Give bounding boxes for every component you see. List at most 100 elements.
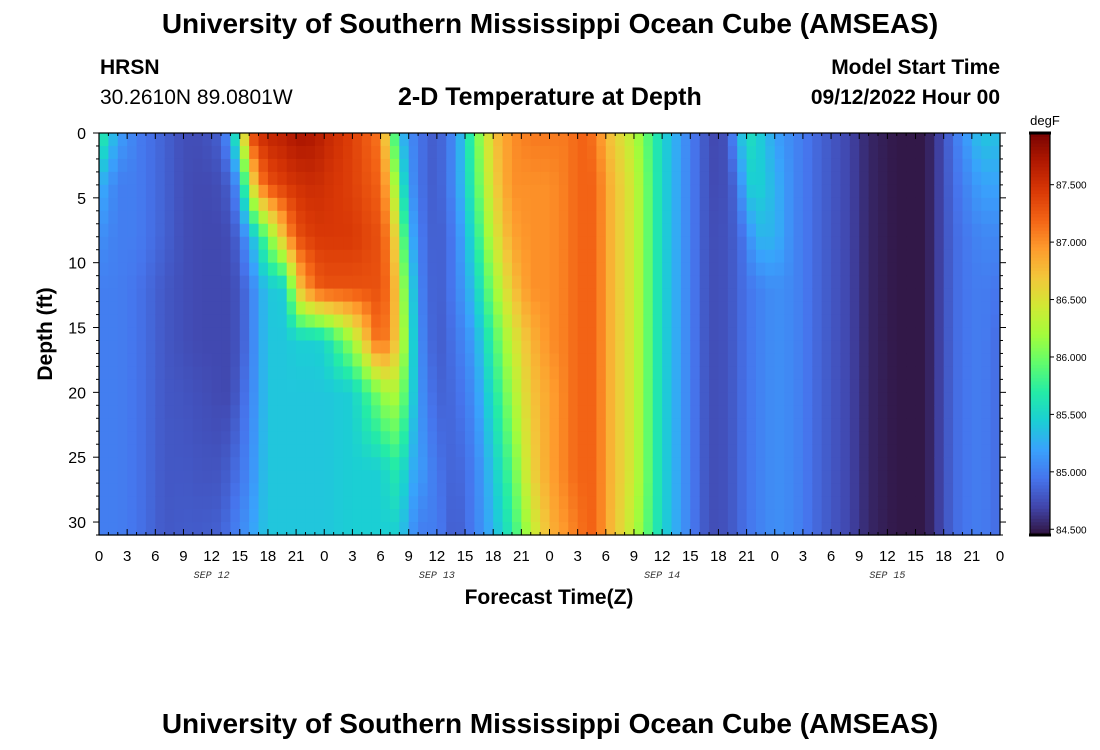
heatmap-cell (662, 483, 673, 497)
heatmap-cell (343, 133, 354, 147)
heatmap-cell (727, 405, 738, 419)
heatmap-cell (605, 184, 616, 199)
heatmap-cell (352, 145, 363, 160)
heatmap-cell (343, 340, 354, 355)
heatmap-cell (418, 340, 429, 355)
heatmap-cell (906, 470, 917, 484)
heatmap-cell (99, 366, 109, 380)
heatmap-cell (981, 431, 992, 445)
heatmap-cell (164, 353, 175, 368)
heatmap-cell (802, 457, 813, 471)
heatmap-cell (549, 262, 560, 277)
heatmap-cell (793, 314, 804, 329)
heatmap-cell (906, 522, 917, 536)
heatmap-cell (521, 184, 532, 199)
heatmap-cell (286, 405, 297, 419)
heatmap-cell (953, 210, 964, 225)
heatmap-cell (680, 275, 691, 290)
heatmap-cell (211, 145, 222, 160)
heatmap-cell (877, 184, 888, 199)
heatmap-cell (483, 210, 494, 225)
heatmap-cell (521, 223, 532, 238)
heatmap-cell (127, 418, 138, 432)
heatmap-cell (521, 314, 532, 329)
heatmap-cell (755, 379, 766, 393)
heatmap-cell (258, 405, 269, 419)
heatmap-cell (981, 496, 992, 510)
heatmap-cell (127, 405, 138, 419)
heatmap-cell (915, 522, 926, 536)
heatmap-cell (202, 314, 213, 329)
heatmap-cell (793, 275, 804, 290)
heatmap-cell (981, 418, 992, 432)
heatmap-cell (953, 418, 964, 432)
heatmap-cell (633, 418, 644, 432)
heatmap-cell (258, 418, 269, 432)
heatmap-cell (596, 327, 607, 342)
heatmap-cell (511, 158, 522, 173)
heatmap-cell (568, 236, 579, 251)
x-tick-label: 15 (231, 548, 248, 565)
heatmap-cell (549, 223, 560, 238)
heatmap-cell (924, 522, 935, 536)
heatmap-cell (962, 262, 973, 277)
heatmap-cell (737, 340, 748, 355)
heatmap-cell (802, 184, 813, 199)
heatmap-cell (530, 444, 541, 458)
heatmap-cell (887, 379, 898, 393)
heatmap-cell (99, 158, 109, 173)
colorbar-segment (1030, 524, 1050, 529)
heatmap-cell (671, 340, 682, 355)
heatmap-cell (549, 301, 560, 316)
heatmap-cell (784, 262, 795, 277)
heatmap-cell (352, 301, 363, 316)
heatmap-cell (981, 327, 992, 342)
heatmap-cell (596, 236, 607, 251)
heatmap-cell (277, 288, 288, 303)
heatmap-cell (314, 353, 325, 368)
colorbar-segment (1030, 189, 1050, 194)
heatmap-cell (343, 275, 354, 290)
heatmap-cell (831, 275, 842, 290)
heatmap-cell (511, 133, 522, 147)
heatmap-cell (333, 171, 344, 186)
heatmap-cell (746, 314, 757, 329)
colorbar-segment (1030, 521, 1050, 526)
heatmap-cell (371, 340, 382, 355)
heatmap-cell (502, 431, 513, 445)
heatmap-cell (849, 288, 860, 303)
heatmap-cell (615, 275, 626, 290)
heatmap-cell (709, 288, 720, 303)
heatmap-cell (314, 288, 325, 303)
heatmap-cell (887, 145, 898, 160)
heatmap-cell (577, 405, 588, 419)
heatmap-cell (418, 457, 429, 471)
heatmap-cell (755, 314, 766, 329)
heatmap-cell (587, 405, 598, 419)
heatmap-cell (511, 210, 522, 225)
heatmap-cell (174, 301, 185, 316)
x-tick-label: 18 (710, 548, 727, 565)
heatmap-cell (192, 379, 203, 393)
heatmap-cell (652, 133, 663, 147)
heatmap-cell (239, 509, 250, 523)
heatmap-cell (624, 171, 635, 186)
heatmap-cell (352, 405, 363, 419)
heatmap-cell (352, 379, 363, 393)
heatmap-cell (511, 444, 522, 458)
heatmap-cell (521, 249, 532, 264)
heatmap-cell (314, 431, 325, 445)
heatmap-cell (465, 133, 476, 147)
heatmap-cell (887, 418, 898, 432)
heatmap-cell (296, 327, 307, 342)
heatmap-cell (164, 392, 175, 406)
heatmap-cell (230, 301, 241, 316)
heatmap-cell (587, 262, 598, 277)
heatmap-cell (709, 353, 720, 368)
heatmap-cell (249, 379, 260, 393)
heatmap-cell (436, 171, 447, 186)
heatmap-cell (699, 275, 710, 290)
heatmap-cell (934, 301, 945, 316)
heatmap-cell (465, 275, 476, 290)
heatmap-cell (211, 249, 222, 264)
